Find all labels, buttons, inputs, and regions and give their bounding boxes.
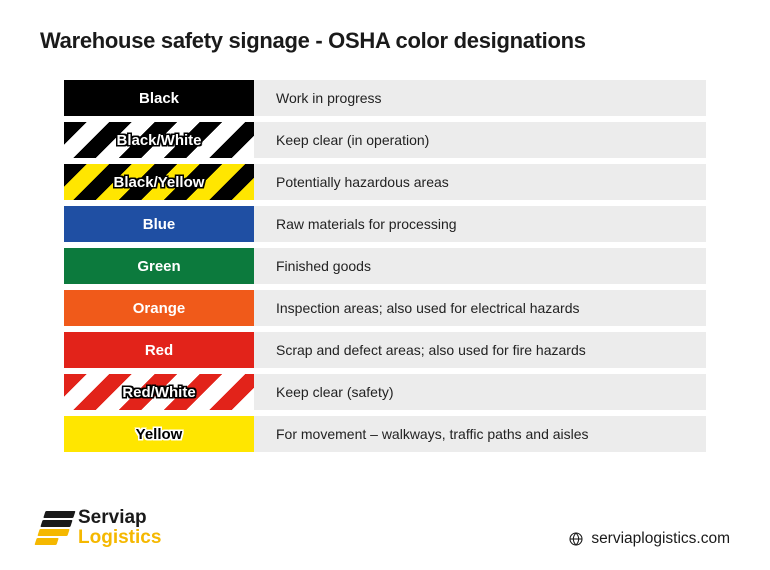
- logo-line2: Logistics: [78, 528, 161, 548]
- logo-bar: [43, 511, 75, 518]
- table-row: Blue Raw materials for processing: [64, 206, 706, 242]
- table-row: Red/White Keep clear (safety): [64, 374, 706, 410]
- color-description: Keep clear (in operation): [254, 122, 706, 158]
- color-swatch: Yellow: [64, 416, 254, 452]
- table-row: Green Finished goods: [64, 248, 706, 284]
- swatch-label: Black: [139, 90, 179, 107]
- color-description: For movement – walkways, traffic paths a…: [254, 416, 706, 452]
- globe-icon: [568, 531, 584, 547]
- swatch-label: Red/White: [122, 384, 195, 401]
- table-row: Black/White Keep clear (in operation): [64, 122, 706, 158]
- table-row: Black Work in progress: [64, 80, 706, 116]
- swatch-label: Black/White: [116, 132, 201, 149]
- color-swatch: Red: [64, 332, 254, 368]
- color-description: Inspection areas; also used for electric…: [254, 290, 706, 326]
- logo-bar: [40, 520, 72, 527]
- swatch-label: Green: [137, 258, 180, 275]
- color-description: Scrap and defect areas; also used for fi…: [254, 332, 706, 368]
- color-table: Black Work in progress Black/White Keep cle…: [64, 80, 706, 452]
- color-swatch: Black: [64, 80, 254, 116]
- logo-mark: [34, 511, 75, 545]
- table-row: Yellow For movement – walkways, traffic p…: [64, 416, 706, 452]
- table-row: Black/Yellow Potentially hazardous areas: [64, 164, 706, 200]
- color-description: Finished goods: [254, 248, 706, 284]
- logo-bar: [37, 529, 69, 536]
- color-swatch: Blue: [64, 206, 254, 242]
- url-text: serviaplogistics.com: [591, 530, 730, 548]
- swatch-label: Black/Yellow: [114, 174, 205, 191]
- swatch-label: Yellow: [136, 426, 183, 443]
- color-swatch: Red/White: [64, 374, 254, 410]
- footer-url: serviaplogistics.com: [568, 530, 730, 548]
- footer: Serviap Logistics serviaplogistics.com: [40, 508, 730, 548]
- table-row: Red Scrap and defect areas; also used for…: [64, 332, 706, 368]
- logo-text: Serviap Logistics: [78, 508, 161, 548]
- color-description: Potentially hazardous areas: [254, 164, 706, 200]
- brand-logo: Serviap Logistics: [40, 508, 161, 548]
- color-description: Work in progress: [254, 80, 706, 116]
- logo-bar: [34, 538, 58, 545]
- page-title: Warehouse safety signage - OSHA color de…: [40, 28, 730, 54]
- color-description: Keep clear (safety): [254, 374, 706, 410]
- color-swatch: Green: [64, 248, 254, 284]
- color-description: Raw materials for processing: [254, 206, 706, 242]
- swatch-label: Orange: [133, 300, 186, 317]
- table-row: Orange Inspection areas; also used for el…: [64, 290, 706, 326]
- swatch-label: Red: [145, 342, 173, 359]
- color-swatch: Orange: [64, 290, 254, 326]
- color-swatch: Black/White: [64, 122, 254, 158]
- logo-line1: Serviap: [78, 508, 161, 528]
- swatch-label: Blue: [143, 216, 176, 233]
- color-swatch: Black/Yellow: [64, 164, 254, 200]
